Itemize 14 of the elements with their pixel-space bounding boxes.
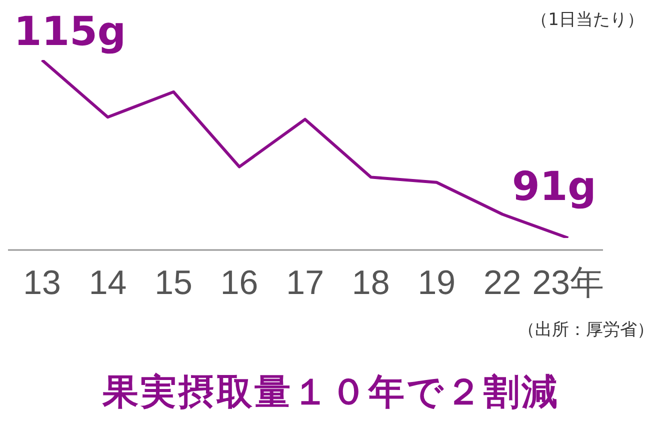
x-tick-label: 16 [220,264,258,302]
text: 果実摂取量１０年で２割減 [101,371,560,415]
x-tick-label: 13 [23,264,61,302]
text: （1日当たり） [531,9,644,31]
text: （出所：厚労省） [518,319,654,341]
data-label: 115g [14,9,126,55]
x-tick-label: 23年 [532,264,604,302]
x-tick-label: 22 [483,264,522,302]
data-label: 91g [512,164,596,210]
x-tick-label: 19 [418,264,456,302]
x-tick-label: 14 [88,264,127,302]
x-tick-label: 18 [352,264,390,302]
x-tick-label: 15 [154,264,192,302]
x-tick-label: 17 [286,264,324,302]
